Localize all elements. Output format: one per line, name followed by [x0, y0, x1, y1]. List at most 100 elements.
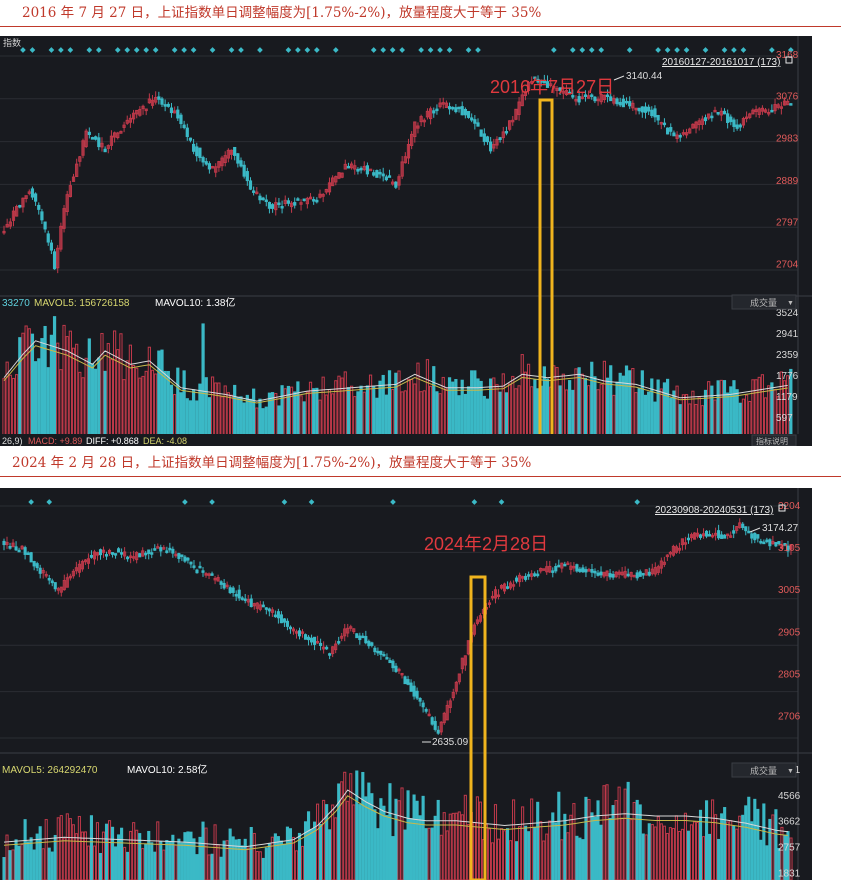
candle [599, 571, 603, 576]
volume-bar [24, 325, 28, 439]
volume-bar [110, 826, 115, 880]
candle [542, 568, 546, 571]
candle [489, 141, 493, 152]
volume-dropdown [731, 294, 797, 310]
candle [8, 221, 12, 227]
candle [444, 102, 449, 108]
volume-bar [686, 830, 691, 880]
volume-bar [697, 396, 701, 439]
candle [760, 107, 765, 112]
volume-bar [599, 824, 603, 880]
volume-bar [159, 840, 163, 880]
volume-bar [315, 387, 319, 439]
candle [264, 199, 268, 203]
candle [482, 133, 486, 142]
candle [361, 635, 365, 639]
candle [662, 122, 667, 126]
volume-bar [385, 815, 389, 880]
candle [223, 155, 227, 164]
volume-bar [356, 391, 360, 439]
caption-bottom: 2024 年 2 月 28 日，上证指数单日调整幅度为[1.75%-2%)，放量… [0, 450, 841, 477]
candle [364, 636, 368, 644]
candle [428, 108, 433, 120]
volume-bar [322, 799, 326, 880]
candle [697, 120, 701, 125]
candle [615, 98, 619, 105]
candle [273, 614, 277, 618]
candle [445, 704, 449, 721]
candle [533, 76, 537, 80]
candle [376, 650, 380, 654]
volume-bar [457, 811, 461, 880]
volume-bar [56, 817, 60, 880]
volume-bar [169, 384, 174, 439]
candle [397, 668, 401, 672]
volume-bar [566, 832, 570, 880]
volume-bar [68, 330, 72, 439]
candle [192, 565, 196, 568]
candle [555, 87, 559, 92]
signal-dot [437, 47, 443, 53]
volume-bar [109, 359, 114, 439]
volume-tick-label: 4566 [778, 791, 801, 802]
volume-bar [90, 363, 95, 439]
volume-bar [340, 377, 344, 439]
volume-bar [587, 799, 591, 880]
signal-dot [740, 47, 747, 53]
candle [173, 110, 177, 114]
candle [322, 646, 326, 650]
volume-bar [37, 358, 41, 439]
volume-bar [770, 382, 774, 439]
macd-prefix: 26,9) [2, 436, 23, 446]
candle [267, 608, 271, 612]
volume-bar [337, 375, 341, 439]
candle [460, 657, 464, 670]
volume-bar [173, 394, 177, 439]
candle [765, 539, 769, 543]
volume-bar [782, 380, 787, 439]
volume-bar [391, 389, 395, 439]
volume-bar [220, 396, 224, 439]
volume-bar [352, 804, 356, 880]
volume-bar [52, 316, 57, 439]
candle [68, 185, 72, 198]
volume-bar [400, 787, 404, 880]
volume-bar [15, 374, 19, 439]
candle [305, 197, 309, 205]
volume-bar [659, 823, 663, 880]
volume-bar [527, 831, 531, 880]
candle [617, 571, 621, 575]
signal-dot [674, 47, 680, 53]
candle [561, 90, 565, 94]
candle [78, 156, 82, 162]
volume-bar [412, 794, 416, 880]
volume-bar [425, 359, 430, 439]
price-tick-label: 2797 [776, 218, 799, 229]
candle [694, 121, 698, 129]
volume-bar [237, 838, 241, 880]
lock-icon [778, 504, 786, 512]
candle [365, 165, 370, 175]
volume-bar [125, 360, 129, 439]
candle [226, 149, 230, 159]
volume-dropdown-label: 成交量 [750, 297, 777, 308]
candle [37, 204, 41, 210]
volume-bar [32, 849, 36, 880]
volume-bar [765, 845, 769, 880]
indicator-help-button [751, 434, 797, 446]
volume-bar [596, 389, 600, 439]
candle [665, 554, 669, 558]
volume-bar [726, 821, 730, 880]
volume-bar [644, 834, 648, 880]
candle [447, 106, 452, 110]
volume-bar [207, 854, 211, 880]
volume-bar [176, 367, 180, 439]
volume-bar [756, 808, 760, 880]
volume-bar [536, 801, 540, 880]
volume-bar [551, 812, 555, 880]
candle [557, 564, 561, 568]
candle [274, 202, 278, 211]
candle [391, 660, 395, 669]
price-tick-label: 2704 [776, 260, 799, 271]
mavol10-label: MAVOL10: 2.58亿 [127, 763, 207, 776]
